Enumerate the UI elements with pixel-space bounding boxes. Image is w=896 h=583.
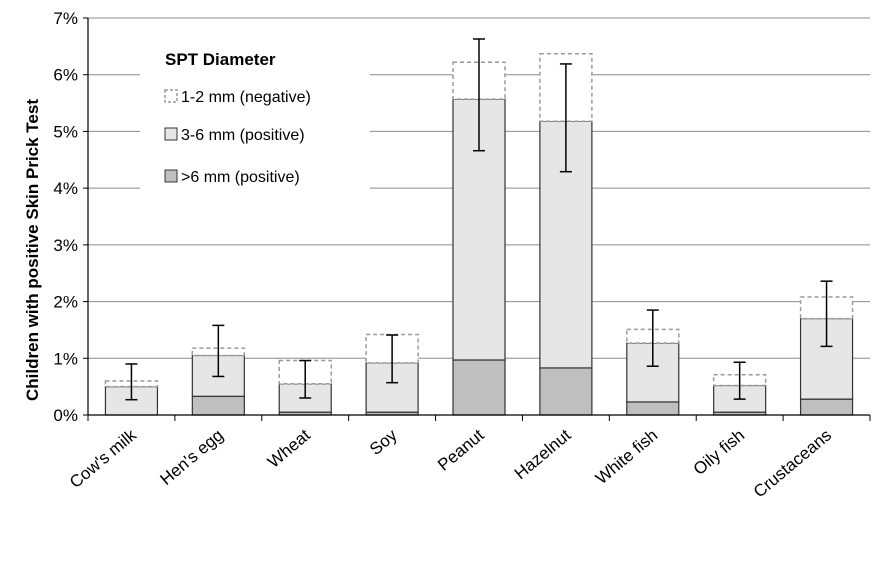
x-tick-labels: Cow's milk Hen's egg Wheat Soy Peanut Hazelnu… xyxy=(66,425,835,501)
bar-segment-gt6mm-8 xyxy=(799,398,854,416)
legend: SPT Diameter 1-2 mm (negative) 3-6 mm (p… xyxy=(140,32,370,202)
legend-label-gt6mm: >6 mm (positive) xyxy=(181,169,300,186)
legend-swatch-gt6mm xyxy=(164,169,178,183)
y-tick-label-3: 3% xyxy=(53,236,78,255)
y-tick-label-1: 1% xyxy=(53,349,78,368)
x-tick-label-8: Crustaceans xyxy=(750,426,835,502)
bar-segment-gt6mm-5 xyxy=(539,367,593,416)
x-tick-label-0: Cow's milk xyxy=(66,425,140,492)
x-tick-label-1: Hen's egg xyxy=(156,426,226,489)
y-tick-label-2: 2% xyxy=(53,293,78,312)
y-tick-label-0: 0% xyxy=(53,406,78,425)
legend-label-3-6mm: 3-6 mm (positive) xyxy=(181,127,305,144)
legend-swatch-negative xyxy=(164,89,178,103)
bar-segment-gt6mm-4 xyxy=(452,359,506,416)
x-tick-label-2: Wheat xyxy=(264,425,314,471)
x-tick-label-3: Soy xyxy=(366,425,401,459)
x-tick-label-5: Hazelnut xyxy=(511,425,575,483)
x-tick-label-4: Peanut xyxy=(434,425,488,474)
legend-label-negative: 1-2 mm (negative) xyxy=(181,89,311,106)
y-tick-label-5: 5% xyxy=(53,122,78,141)
x-tick-label-6: White fish xyxy=(592,426,661,489)
legend-title: SPT Diameter xyxy=(165,50,276,69)
bar-segment-gt6mm-6 xyxy=(626,401,680,416)
legend-background xyxy=(140,32,370,202)
y-tick-label-4: 4% xyxy=(53,179,78,198)
y-tick-label-6: 6% xyxy=(53,66,78,85)
y-tick-label-7: 7% xyxy=(53,9,78,28)
x-tick-label-7: Oily fish xyxy=(690,426,749,479)
y-axis-label: Children with positive Skin Prick Test xyxy=(23,99,42,401)
axes xyxy=(87,18,871,421)
bar-segment-gt6mm-1 xyxy=(191,395,245,416)
legend-swatch-3-6mm xyxy=(164,127,178,141)
y-tick-labels: 0% 1% 2% 3% 4% 5% 6% 7% xyxy=(53,9,78,425)
error-bars xyxy=(125,38,833,401)
